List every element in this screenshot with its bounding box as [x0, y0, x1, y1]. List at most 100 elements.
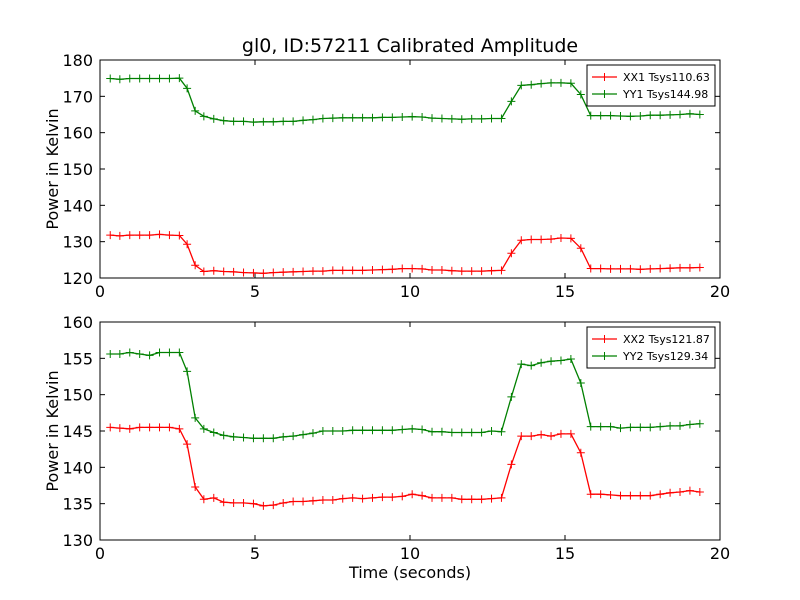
top-series-0-point [695, 263, 704, 272]
top-x-tick-label: 20 [710, 282, 730, 301]
bottom-series-1-point [135, 349, 144, 358]
top-series-1-point [398, 113, 407, 122]
bottom-series-0-point [556, 429, 565, 438]
top-series-1-point [229, 117, 238, 126]
bottom-series-1-point [348, 426, 357, 435]
bottom-series-1-point [378, 426, 387, 435]
top-series-0-point [348, 266, 357, 275]
top-series-0-point [219, 267, 228, 276]
bottom-series-1-point [191, 413, 200, 422]
top-series-0-point [328, 266, 337, 275]
top-series-0-point [457, 267, 466, 276]
top-series-0-point [428, 266, 437, 275]
bottom-series-1-point [289, 432, 298, 441]
bottom-series-1-point [175, 348, 184, 357]
bottom-series-0-point [115, 424, 124, 433]
top-series-1-point [517, 81, 526, 90]
bottom-series-1-point [269, 434, 278, 443]
top-series-1-point [676, 110, 685, 119]
bottom-series-0-point [125, 424, 134, 433]
top-series-0-point [437, 266, 446, 275]
bottom-series-1-point [308, 429, 317, 438]
top-series-0-point [497, 266, 506, 275]
top-series-0-point [358, 266, 367, 275]
top-plot-frame [99, 59, 721, 279]
bottom-series-0-point [586, 490, 595, 499]
top-series-0-point [547, 235, 556, 244]
bottom-series-1-point [249, 434, 258, 443]
top-series-0-point [507, 249, 516, 258]
bottom-series-0-point [368, 493, 377, 502]
bottom-series-0-point [437, 493, 446, 502]
bottom-series-0-point [457, 495, 466, 504]
top-series-1-point [338, 113, 347, 122]
bottom-series-0-point [338, 494, 347, 503]
top-series-0-point [616, 264, 625, 273]
top-y-tick-label: 160 [62, 124, 93, 143]
top-series-1-point [477, 114, 486, 123]
top-series-0-point [318, 267, 327, 276]
top-legend-marker-1 [600, 90, 609, 98]
bottom-series-0-point [348, 493, 357, 502]
bottom-series-1-point [408, 424, 417, 433]
top-series-1-point [566, 79, 575, 88]
bottom-series-1-point [656, 422, 665, 431]
bottom-series-0-point [408, 490, 417, 499]
top-series-0-point [308, 267, 317, 276]
bottom-series-1-point [636, 423, 645, 432]
bottom-series-0-point [155, 423, 164, 432]
top-series-1-point [155, 74, 164, 83]
top-series-0-point [646, 264, 655, 273]
bottom-series-1-point [616, 424, 625, 433]
bottom-series-0-point [685, 486, 694, 495]
top-series-1-point [239, 117, 248, 126]
top-series-1-point [497, 114, 506, 123]
top-series-1-point [269, 117, 278, 126]
top-series-0-point [527, 235, 536, 244]
top-y-tick-label: 120 [62, 269, 93, 288]
top-series-1-point [219, 116, 228, 125]
top-series-1-point [183, 84, 192, 93]
bottom-series-0-point [398, 492, 407, 501]
top-x-tick-label: 15 [555, 282, 575, 301]
top-series-0-point [517, 236, 526, 245]
bottom-series-1-point [685, 420, 694, 429]
top-series-1-point [279, 117, 288, 126]
bottom-series-0-point [626, 491, 635, 500]
top-series-0-point [239, 268, 248, 277]
bottom-x-tick-label: 5 [250, 544, 260, 563]
top-y-tick-label: 170 [62, 87, 93, 106]
top-series-0-point [566, 234, 575, 243]
top-x-tick-label: 5 [250, 282, 260, 301]
bottom-series-1-point [646, 423, 655, 432]
bottom-series-1-point [199, 424, 208, 433]
top-series-1-point [527, 80, 536, 89]
top-series-0-point [626, 264, 635, 273]
top-series-1-point [656, 111, 665, 120]
top-series-1-point [576, 90, 585, 99]
bottom-series-0-point [447, 493, 456, 502]
bottom-series-0-point [576, 448, 585, 457]
bottom-series-0-point [299, 497, 308, 506]
top-legend-marker-0 [600, 73, 609, 81]
bottom-series-1-point [606, 422, 615, 431]
top-series-0-point [576, 244, 585, 253]
bottom-series-1-point [398, 425, 407, 434]
top-series-0-point [338, 266, 347, 275]
bottom-x-tick-label: 20 [710, 544, 730, 563]
bottom-series-1-point [537, 358, 546, 367]
bottom-y-tick-label: 135 [62, 495, 93, 514]
top-series-0-point [656, 264, 665, 273]
top-series-1-point [358, 113, 367, 122]
bottom-series-1-point [477, 428, 486, 437]
bottom-series-1-point [418, 425, 427, 434]
top-series-0-point [685, 263, 694, 272]
top-series-0-point [388, 265, 397, 274]
bottom-series-1-point [328, 427, 337, 435]
top-series-0-point [596, 264, 605, 273]
top-series-0-point [299, 267, 308, 276]
top-series-1-point [348, 113, 357, 122]
bottom-series-0-point [467, 495, 476, 504]
top-series-0-point [259, 269, 268, 278]
top-series-1-point [145, 74, 154, 83]
